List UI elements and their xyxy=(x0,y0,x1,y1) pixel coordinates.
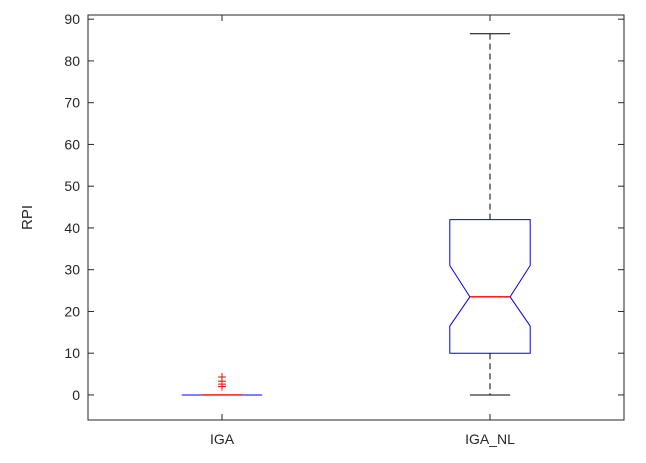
y-axis-tick-label: 40 xyxy=(64,220,80,236)
y-axis-tick-label: 90 xyxy=(64,11,80,27)
y-axis-tick-label: 30 xyxy=(64,262,80,278)
y-axis-tick-label: 70 xyxy=(64,95,80,111)
y-axis-tick-label: 80 xyxy=(64,53,80,69)
y-axis-tick-label: 50 xyxy=(64,178,80,194)
y-axis-tick-label: 60 xyxy=(64,136,80,152)
x-axis-tick-label: IGA_NL xyxy=(465,431,515,447)
x-axis-tick-label: IGA xyxy=(210,431,235,447)
y-axis-tick-label: 10 xyxy=(64,345,80,361)
y-axis-tick-label: 20 xyxy=(64,303,80,319)
y-axis-tick-label: 0 xyxy=(72,387,80,403)
y-axis-label: RPI xyxy=(19,205,36,230)
box-IGA_NL xyxy=(449,219,531,354)
axes-box xyxy=(87,14,625,421)
